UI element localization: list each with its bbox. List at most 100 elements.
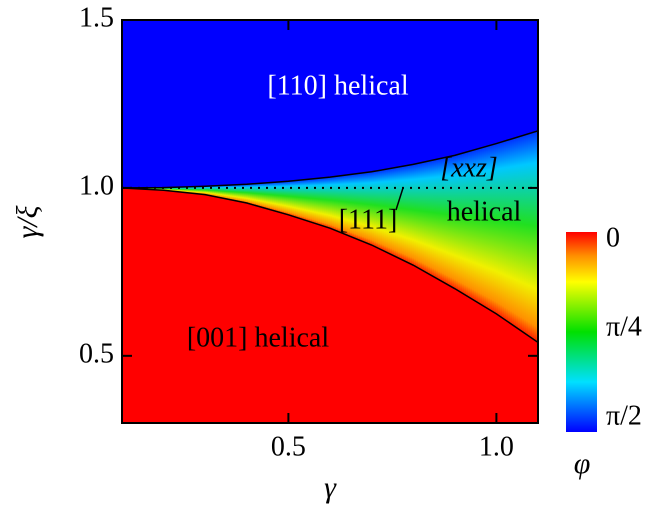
phase-fill (376, 170, 379, 248)
phase-fill (204, 186, 207, 195)
phase-fill (182, 186, 185, 193)
phase-fill (504, 140, 507, 320)
phase-fill (148, 187, 151, 190)
phase-fill (400, 166, 403, 260)
phase-fill (468, 151, 471, 298)
phase-fill (472, 150, 475, 300)
phase-fill (360, 173, 363, 241)
phase-fill (414, 164, 417, 267)
phase-fill (214, 185, 217, 197)
phase-fill (408, 165, 411, 264)
phase-fill (294, 180, 297, 217)
phase-fill (220, 185, 223, 198)
phase-fill (240, 184, 243, 202)
phase-fill (166, 187, 169, 191)
phase-fill (422, 162, 425, 271)
phase-fill (426, 161, 429, 273)
phase-fill (196, 186, 199, 194)
phase-fill (278, 181, 281, 213)
phase-fill (194, 186, 197, 194)
phase-fill (304, 179, 307, 221)
phase-fill (522, 135, 525, 333)
phase-fill (406, 165, 409, 263)
colorbar-tick-label: π/4 (606, 311, 642, 342)
phase-fill (442, 157, 445, 282)
plot-frame (121, 19, 539, 424)
phase-fill (364, 172, 367, 243)
phase-fill (342, 175, 345, 234)
phase-fill (448, 156, 451, 286)
phase-fill (186, 186, 189, 193)
phase-fill (378, 170, 381, 249)
phase-fill (496, 143, 499, 315)
phase-fill (174, 187, 177, 192)
phase-fill (226, 185, 229, 200)
phase-fill (300, 179, 303, 219)
phase-fill (256, 183, 259, 206)
phase-fill (306, 179, 309, 221)
phase-fill (334, 176, 337, 231)
phase-fill (394, 167, 397, 257)
phase-fill (456, 154, 459, 290)
phase-fill (416, 163, 419, 268)
phase-fill (430, 160, 433, 276)
phase-fill (352, 174, 355, 238)
phase-fill (246, 184, 249, 204)
phase-fill (402, 166, 405, 261)
phase-fill (510, 139, 513, 324)
phase-fill (530, 132, 533, 338)
phase-fill (506, 140, 509, 322)
phase-fill (236, 184, 239, 202)
phase-fill (440, 158, 443, 281)
phase-fill (190, 186, 193, 194)
phase-fill (232, 184, 235, 201)
phase-fill (156, 187, 159, 190)
phase-fill (478, 148, 481, 304)
phase-fill (398, 166, 401, 259)
phase-fill (436, 159, 439, 279)
annotation: [111] (339, 204, 398, 235)
phase-fill (444, 157, 447, 284)
phase-fill (410, 164, 413, 265)
phase-fill (374, 171, 377, 247)
phase-fill (284, 181, 287, 214)
phase-fill (254, 183, 257, 206)
phase-fill (310, 179, 313, 223)
phase-fill (302, 179, 305, 220)
phase-fill (382, 169, 385, 251)
phase-boundary (122, 187, 538, 344)
phase-fill (492, 144, 495, 312)
phase-fill (370, 171, 373, 245)
phase-fill (508, 139, 511, 323)
phase-fill (160, 187, 163, 191)
phase-fill (362, 172, 365, 242)
phase-fill (150, 187, 153, 190)
x-tick-label: 1.0 (479, 431, 514, 462)
phase-fill (474, 149, 477, 301)
phase-fill (466, 151, 469, 297)
phase-fill (270, 182, 273, 210)
annotation: [110] helical (267, 70, 408, 101)
phase-fill (432, 160, 435, 277)
phase-fill (264, 182, 267, 209)
annotation: helical (447, 196, 522, 227)
phase-fill (312, 178, 315, 223)
phase-fill (428, 160, 431, 275)
phase-fill (356, 173, 359, 240)
phase-fill (218, 185, 221, 198)
phase-fill (228, 185, 231, 200)
phase-fill (412, 164, 415, 266)
phase-fill (210, 185, 213, 196)
phase-fill (234, 184, 237, 201)
phase-fill (158, 187, 161, 191)
x-axis-label: γ (324, 471, 337, 504)
phase-fill (322, 177, 325, 226)
annotation: [xxz] (440, 152, 498, 183)
phase-fill (390, 168, 393, 255)
phase-fill (224, 185, 227, 199)
phase-fill (358, 173, 361, 240)
phase-fill (266, 182, 269, 209)
colorbar-label: φ (574, 447, 591, 480)
colorbar-tick-label: π/2 (606, 400, 642, 431)
region-001 (122, 187, 538, 423)
